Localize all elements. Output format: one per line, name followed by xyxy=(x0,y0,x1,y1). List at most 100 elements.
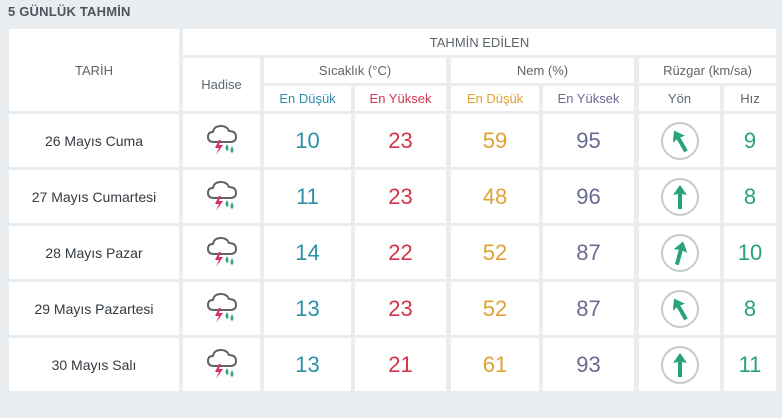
temp-max-cell: 23 xyxy=(355,170,446,223)
hum-min-cell-value: 59 xyxy=(482,127,508,153)
date-cell: 27 Mayıs Cumartesi xyxy=(9,170,179,223)
temp-min-cell-value: 14 xyxy=(295,239,320,265)
temp-max-cell-value: 23 xyxy=(388,127,413,153)
wind-arrow-icon xyxy=(665,293,694,325)
temperature-group-label: Sıcaklık (°C) xyxy=(318,63,392,78)
wind-speed-header-label: Hız xyxy=(740,91,760,106)
wind-arrow-icon xyxy=(665,125,694,157)
hum-max-cell: 95 xyxy=(543,114,634,167)
hum-max-cell: 93 xyxy=(543,338,634,391)
date-cell-value: 30 Mayıs Salı xyxy=(51,356,137,373)
wind-direction-header: Yön xyxy=(639,86,720,111)
temp-min-cell: 10 xyxy=(264,114,351,167)
temp-min-header: En Düşük xyxy=(264,86,351,111)
hum-max-cell-value: 96 xyxy=(576,183,601,209)
section-title: 5 GÜNLÜK TAHMİN xyxy=(8,4,131,19)
wind-direction-cell xyxy=(639,170,720,223)
event-cell xyxy=(183,114,260,167)
thunderstorm-rain-icon xyxy=(205,346,239,383)
wind-direction-indicator xyxy=(660,233,699,272)
wind-arrow-icon xyxy=(667,238,691,268)
hum-max-cell: 96 xyxy=(543,170,634,223)
wind-direction-indicator xyxy=(660,177,699,216)
event-cell xyxy=(183,226,260,279)
date-cell: 29 Mayıs Pazartesi xyxy=(9,282,179,335)
temp-max-cell-value: 23 xyxy=(388,295,413,321)
event-column-label: Hadise xyxy=(201,77,242,92)
temp-min-cell: 13 xyxy=(264,282,351,335)
temp-min-cell-value: 10 xyxy=(295,127,320,153)
wind-group-label: Rüzgar (km/sa) xyxy=(663,63,752,78)
temp-max-cell: 23 xyxy=(355,282,446,335)
hum-min-cell-value: 61 xyxy=(482,351,508,377)
thunderstorm-rain-icon xyxy=(205,234,239,271)
wind-speed-header: Hız xyxy=(724,86,776,111)
hum-max-header-label: En Yüksek xyxy=(557,91,620,106)
temp-max-cell-value: 23 xyxy=(388,183,413,209)
event-column-header: Hadise xyxy=(183,58,260,111)
date-cell-value: 28 Mayıs Pazar xyxy=(45,244,143,261)
date-cell-value: 29 Mayıs Pazartesi xyxy=(34,300,154,317)
hum-min-header: En Düşük xyxy=(451,86,539,111)
hum-min-cell: 61 xyxy=(451,338,539,391)
date-column-header: TARİH xyxy=(9,29,179,111)
temp-min-header-label: En Düşük xyxy=(279,91,336,106)
wind-arrow-icon xyxy=(671,184,689,210)
hum-min-cell-value: 52 xyxy=(482,239,508,265)
wind-speed-cell: 10 xyxy=(724,226,776,279)
wind-speed-cell: 9 xyxy=(724,114,776,167)
hum-max-cell-value: 87 xyxy=(576,295,601,321)
temp-max-cell: 23 xyxy=(355,114,446,167)
wind-speed-cell-value: 8 xyxy=(743,295,757,321)
hum-min-cell-value: 48 xyxy=(482,183,508,209)
temp-max-cell-value: 22 xyxy=(388,239,413,265)
temp-min-cell: 11 xyxy=(264,170,351,223)
date-cell-value: 27 Mayıs Cumartesi xyxy=(31,188,157,205)
forecast-group-label: TAHMİN EDİLEN xyxy=(429,34,530,50)
temp-min-cell: 13 xyxy=(264,338,351,391)
forecast-group-header: TAHMİN EDİLEN xyxy=(183,29,776,55)
temp-max-header: En Yüksek xyxy=(355,86,446,111)
wind-direction-cell xyxy=(639,282,720,335)
wind-speed-cell-value: 10 xyxy=(737,239,763,265)
thunderstorm-rain-icon xyxy=(205,290,239,327)
date-cell: 26 Mayıs Cuma xyxy=(9,114,179,167)
wind-direction-cell xyxy=(639,226,720,279)
thunderstorm-rain-icon xyxy=(205,122,239,159)
thunderstorm-rain-icon xyxy=(205,178,239,215)
wind-arrow-icon xyxy=(671,352,689,378)
humidity-group-label: Nem (%) xyxy=(516,63,569,78)
event-cell xyxy=(183,170,260,223)
date-column-label: TARİH xyxy=(74,62,114,78)
temp-max-cell: 22 xyxy=(355,226,446,279)
hum-max-cell-value: 95 xyxy=(576,127,601,153)
date-cell-value: 26 Mayıs Cuma xyxy=(44,132,144,149)
hum-min-cell: 52 xyxy=(451,282,539,335)
wind-speed-cell-value: 8 xyxy=(743,183,757,209)
hum-min-cell: 48 xyxy=(451,170,539,223)
date-cell: 28 Mayıs Pazar xyxy=(9,226,179,279)
hum-max-cell: 87 xyxy=(543,226,634,279)
temp-max-cell-value: 21 xyxy=(388,351,413,377)
event-cell xyxy=(183,338,260,391)
wind-direction-header-label: Yön xyxy=(667,91,692,106)
wind-direction-indicator xyxy=(660,345,699,384)
temp-min-cell-value: 11 xyxy=(296,183,319,209)
hum-max-cell: 87 xyxy=(543,282,634,335)
hum-min-cell-value: 52 xyxy=(482,295,508,321)
wind-speed-cell: 8 xyxy=(724,282,776,335)
wind-direction-indicator xyxy=(660,121,699,160)
wind-speed-cell-value: 9 xyxy=(743,127,757,153)
hum-max-cell-value: 93 xyxy=(576,351,601,377)
temp-max-header-label: En Yüksek xyxy=(369,91,432,106)
temperature-group-header: Sıcaklık (°C) xyxy=(264,58,446,83)
wind-direction-indicator xyxy=(660,289,699,328)
hum-max-cell-value: 87 xyxy=(576,239,601,265)
humidity-group-header: Nem (%) xyxy=(451,58,634,83)
wind-speed-cell: 8 xyxy=(724,170,776,223)
wind-direction-cell xyxy=(639,338,720,391)
wind-speed-cell: 11 xyxy=(724,338,776,391)
event-cell xyxy=(183,282,260,335)
temp-max-cell: 21 xyxy=(355,338,446,391)
wind-direction-cell xyxy=(639,114,720,167)
